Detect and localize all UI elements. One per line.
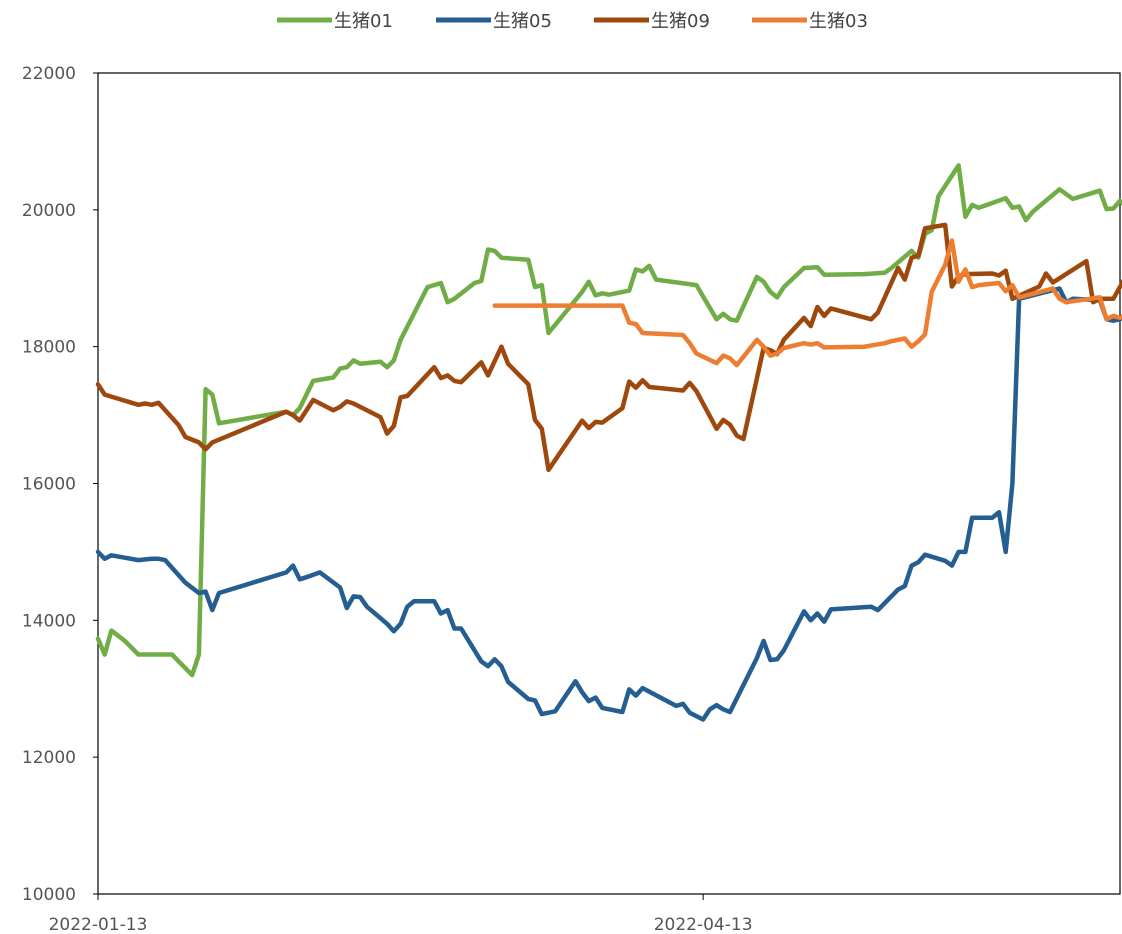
legend-item-4: 生猪03 [752,11,868,32]
chart-legend: 生猪01 生猪05 生猪09 生猪03 [277,11,868,32]
chart-series [95,163,1122,722]
legend-label: 生猪03 [809,11,868,32]
legend-label: 生猪05 [493,11,552,32]
legend-item-1: 生猪01 [277,11,393,32]
chart-axes: 10000 12000 14000 16000 18000 20000 22000 2022-… [22,64,1121,934]
x-tick-label: 2022-01-13 [49,915,148,934]
legend-label: 生猪09 [651,11,710,32]
plot-area-border [97,72,1121,895]
x-tick-label: 2022-04-13 [654,915,753,934]
legend-item-3: 生猪09 [594,11,710,32]
y-tick-label: 16000 [22,475,76,495]
series-line-3 [95,222,1122,473]
series-line-2 [95,286,1122,722]
y-tick-label: 14000 [22,611,76,631]
series-line-1 [95,163,1122,678]
y-tick-label: 12000 [22,748,76,768]
y-tick-label: 22000 [22,64,76,84]
legend-label: 生猪01 [334,11,393,32]
series-line-4 [492,238,1122,368]
legend-item-2: 生猪05 [436,11,552,32]
y-tick-label: 18000 [22,338,76,358]
y-tick-label: 20000 [22,201,76,221]
y-tick-label: 10000 [22,885,76,905]
